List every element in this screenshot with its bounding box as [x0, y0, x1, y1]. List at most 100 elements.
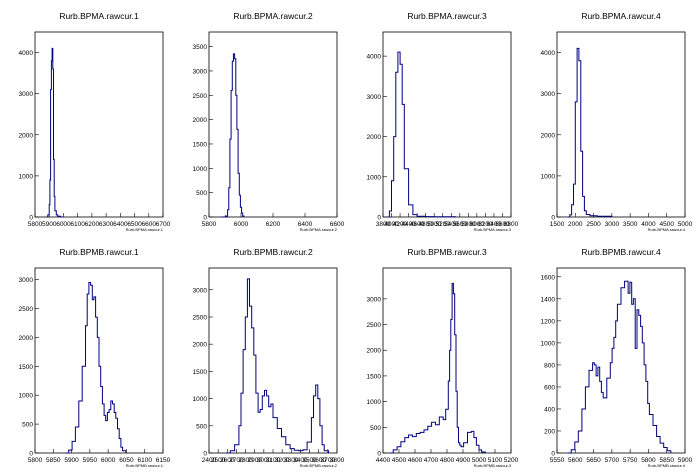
- y-tick-label: 0: [29, 215, 33, 222]
- x-axis-label: Rurb.BPMB.rawcur.2: [300, 463, 338, 468]
- x-tick-label: 3100: [266, 457, 281, 464]
- x-tick-label: 6600: [142, 221, 157, 228]
- x-tick-label: 3000: [605, 221, 620, 228]
- x-tick-label: 5800: [641, 457, 656, 464]
- x-tick-label: 5800: [28, 457, 43, 464]
- histogram-series: [65, 282, 127, 454]
- x-axis-label: Rurb.BPMB.rawcur.1: [126, 463, 164, 468]
- x-tick-label: 5800: [28, 221, 43, 228]
- x-tick-label: 3300: [284, 457, 299, 464]
- x-tick-label: 5600: [453, 221, 468, 228]
- x-tick-label: 6200: [478, 221, 493, 228]
- x-tick-label: 2700: [229, 457, 244, 464]
- chart-panel-7: Rurb.BPMB.rawcur.3 0 500 1000 1500 2000 2500 30…: [367, 243, 519, 468]
- y-tick-label: 0: [29, 451, 33, 458]
- chart-panel-5: Rurb.BPMB.rawcur.1 0 500 1000 1500 2000 2500 30…: [19, 243, 171, 468]
- x-tick-label: 5200: [435, 221, 450, 228]
- chart-title-box: [219, 7, 327, 23]
- x-tick-label: 6500: [127, 221, 142, 228]
- x-tick-label: 4500: [392, 457, 407, 464]
- histogram-series: [389, 282, 486, 454]
- x-tick-label: 6050: [119, 457, 134, 464]
- x-tick-label: 5800: [461, 221, 476, 228]
- x-tick-label: 3800: [376, 221, 391, 228]
- x-tick-label: 6200: [85, 221, 100, 228]
- y-tick-label: 2000: [193, 342, 208, 349]
- x-tick-label: 6100: [70, 221, 85, 228]
- x-tick-label: 5000: [427, 221, 442, 228]
- y-tick-label: 500: [196, 190, 207, 197]
- plot-frame: [382, 267, 512, 454]
- y-tick-label: 3000: [367, 296, 382, 303]
- x-tick-label: 3500: [623, 221, 638, 228]
- x-tick-label: 5900: [42, 221, 57, 228]
- x-tick-label: 6700: [156, 221, 171, 228]
- plot-frame: [208, 31, 338, 218]
- y-tick-label: 500: [196, 423, 207, 430]
- x-tick-label: 5900: [64, 457, 79, 464]
- chart-title: Rurb.BPMB.rawcur.4: [581, 247, 661, 257]
- x-tick-label: 4000: [641, 221, 656, 228]
- y-tick-label: 2500: [19, 306, 34, 313]
- x-tick-label: 5850: [46, 457, 61, 464]
- y-tick-label: 2500: [193, 93, 208, 100]
- x-tick-label: 2800: [238, 457, 253, 464]
- x-tick-label: 2500: [211, 457, 226, 464]
- chart-title-box: [45, 7, 153, 23]
- x-tick-label: 5400: [444, 221, 459, 228]
- y-tick-label: 3000: [19, 91, 34, 98]
- y-tick-label: 1500: [19, 364, 34, 371]
- y-tick-label: 1000: [367, 174, 382, 181]
- plot-frame: [556, 31, 686, 218]
- x-tick-label: 4200: [393, 221, 408, 228]
- x-tick-label: 6200: [266, 221, 281, 228]
- x-tick-label: 5950: [83, 457, 98, 464]
- y-tick-label: 2000: [367, 348, 382, 355]
- x-tick-label: 4800: [440, 457, 455, 464]
- y-tick-label: 2000: [193, 117, 208, 124]
- y-tick-label: 800: [544, 362, 555, 369]
- x-tick-label: 6150: [156, 457, 171, 464]
- y-tick-label: 2000: [367, 134, 382, 141]
- y-tick-label: 2000: [19, 132, 34, 139]
- y-tick-label: 200: [544, 428, 555, 435]
- y-tick-label: 2500: [367, 322, 382, 329]
- chart-title-box: [45, 243, 153, 259]
- x-tick-label: 2000: [568, 221, 583, 228]
- x-tick-label: 2400: [202, 457, 217, 464]
- y-tick-label: 1000: [367, 399, 382, 406]
- x-tick-label: 3000: [257, 457, 272, 464]
- x-tick-label: 5000: [678, 221, 693, 228]
- histogram-series: [226, 278, 329, 454]
- plot-frame: [382, 31, 512, 218]
- chart-panel-2: Rurb.BPMA.rawcur.2 0 500 1000 1500 2000 2500 30…: [193, 7, 345, 232]
- x-tick-label: 3500: [302, 457, 317, 464]
- x-tick-label: 6400: [113, 221, 128, 228]
- chart-panel-1: Rurb.BPMA.rawcur.1 0 1000 2000 3000 4000 5800 5…: [19, 7, 171, 232]
- y-tick-label: 1000: [19, 173, 34, 180]
- y-tick-label: 3500: [193, 44, 208, 51]
- x-tick-label: 6300: [99, 221, 114, 228]
- chart-title: Rurb.BPMA.rawcur.4: [581, 11, 661, 21]
- y-tick-label: 3000: [367, 94, 382, 101]
- y-tick-label: 4000: [541, 50, 556, 57]
- histogram-series: [220, 53, 245, 218]
- x-tick-label: 3200: [275, 457, 290, 464]
- chart-title: Rurb.BPMA.rawcur.2: [233, 11, 313, 21]
- x-tick-label: 3600: [311, 457, 326, 464]
- x-tick-label: 2500: [586, 221, 601, 228]
- y-tick-label: 0: [203, 451, 207, 458]
- chart-title-box: [393, 243, 501, 259]
- y-tick-label: 500: [370, 425, 381, 432]
- x-tick-label: 6600: [495, 221, 510, 228]
- x-axis-label: Rurb.BPMA.rawcur.4: [648, 227, 686, 232]
- y-tick-label: 600: [544, 384, 555, 391]
- x-tick-label: 1500: [550, 221, 565, 228]
- y-tick-label: 0: [551, 451, 555, 458]
- y-tick-label: 3000: [193, 287, 208, 294]
- x-tick-label: 6800: [504, 221, 519, 228]
- x-tick-label: 5850: [659, 457, 674, 464]
- x-tick-label: 2900: [247, 457, 262, 464]
